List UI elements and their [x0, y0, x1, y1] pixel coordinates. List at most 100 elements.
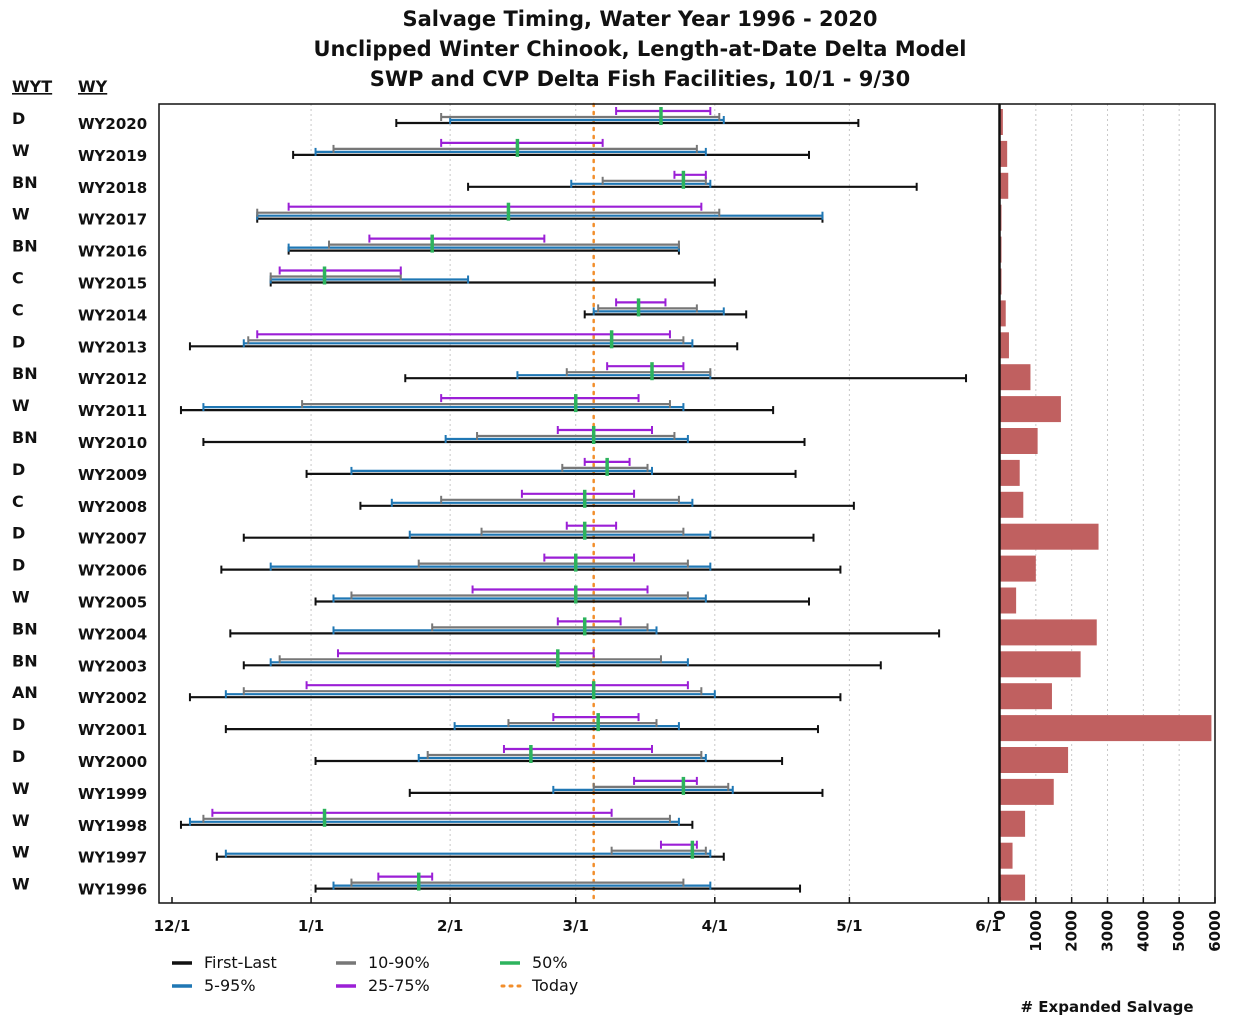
salvage-bar: [1000, 778, 1054, 805]
year-row-WY2003: [242, 649, 882, 670]
water-year-label: WY2001: [78, 721, 147, 739]
wy-column-header: WY: [78, 77, 108, 96]
salvage-bar: [1000, 459, 1020, 486]
salvage-bar: [1000, 842, 1013, 869]
water-year-label: WY2016: [78, 243, 147, 261]
water-year-label: WY2013: [78, 338, 147, 356]
salvage-tick-label: 0: [991, 910, 1009, 920]
water-year-label: WY2012: [78, 370, 147, 388]
salvage-bar: [1000, 874, 1026, 901]
salvage-tick-label: 3000: [1099, 910, 1117, 952]
date-tick-label: 4/1: [702, 917, 728, 935]
water-year-type-label: D: [12, 747, 25, 766]
legend-item-p25_75: 25-75%: [336, 976, 430, 995]
legend-item-first_last: First-Last: [172, 953, 277, 972]
date-tick-label: 5/1: [836, 917, 862, 935]
date-tick-label: 1/1: [298, 917, 324, 935]
salvage-bar: [1000, 109, 1003, 135]
legend-label: 5-95%: [204, 976, 256, 995]
water-year-type-label: W: [12, 588, 30, 607]
wyt-column-header: WYT: [12, 77, 52, 96]
salvage-bar: [1000, 300, 1006, 327]
date-tick-label: 12/1: [154, 917, 191, 935]
water-year-type-label: D: [12, 460, 25, 479]
salvage-bar: [1000, 523, 1099, 550]
water-year-type-label: W: [12, 811, 30, 830]
legend-item-p50: 50%: [500, 953, 568, 972]
water-year-label: WY2010: [78, 434, 147, 452]
salvage-bar: [1000, 172, 1009, 199]
water-year-label: WY2014: [78, 306, 147, 324]
salvage-bar: [1000, 555, 1036, 582]
water-year-type-label: W: [12, 205, 30, 224]
water-year-type-label: W: [12, 843, 30, 862]
water-year-type-label: C: [12, 492, 24, 511]
year-row-WY1996: [314, 872, 802, 893]
water-year-label: WY2005: [78, 594, 147, 612]
chart-title: Salvage Timing, Water Year 1996 - 2020 U…: [314, 7, 967, 91]
year-row-WY2009: [305, 457, 797, 478]
salvage-tick-label: 4000: [1134, 910, 1152, 952]
row-labels: D WY2020 W WY2019 BN WY2018 W WY2017 BN WY2016 C WY…: [12, 109, 147, 899]
water-year-type-label: D: [12, 715, 25, 734]
water-year-type-label: W: [12, 779, 30, 798]
title-line-1: Salvage Timing, Water Year 1996 - 2020: [403, 7, 878, 31]
legend-item-today: Today: [500, 976, 578, 995]
date-tick-label: 6/1: [975, 917, 1001, 935]
water-year-label: WY2000: [78, 753, 147, 771]
salvage-bar: [1000, 683, 1052, 710]
legend: First-Last 5-95% 10-90% 25-75% 50% Today: [172, 953, 578, 995]
water-year-label: WY2017: [78, 211, 147, 229]
water-year-label: WY1997: [78, 849, 147, 867]
year-row-WY2014: [583, 298, 748, 319]
water-year-type-label: BN: [12, 428, 38, 447]
salvage-axis-label: # Expanded Salvage: [1021, 998, 1194, 1016]
water-year-label: WY1996: [78, 881, 147, 899]
water-year-type-label: W: [12, 396, 30, 415]
water-year-label: WY2006: [78, 562, 147, 580]
year-row-WY2018: [467, 170, 918, 191]
water-year-label: WY2003: [78, 657, 147, 675]
salvage-bar: [1000, 619, 1097, 646]
legend-label: First-Last: [204, 953, 277, 972]
date-axis-ticks: 12/1 1/1 2/1 3/1 4/1 5/1 6/1: [154, 897, 1002, 935]
salvage-tick-label: 6000: [1206, 910, 1224, 952]
salvage-bar: [1000, 810, 1026, 837]
water-year-label: WY1999: [78, 785, 147, 803]
year-row-WY2016: [287, 234, 680, 255]
salvage-bar: [1000, 747, 1069, 773]
year-row-WY2011: [179, 394, 775, 415]
water-year-label: WY2011: [78, 402, 147, 420]
year-row-WY2001: [224, 713, 819, 734]
water-year-type-label: BN: [12, 173, 38, 192]
legend-label: 50%: [532, 953, 568, 972]
water-year-label: WY2008: [78, 498, 147, 516]
year-row-WY2002: [188, 681, 842, 702]
salvage-bar: [1000, 587, 1017, 614]
year-row-WY2019: [292, 138, 811, 159]
year-row-WY2005: [314, 585, 811, 606]
water-year-label: WY2019: [78, 147, 147, 165]
water-year-type-label: BN: [12, 364, 38, 383]
year-row-WY2006: [220, 553, 842, 574]
legend-label: 25-75%: [368, 976, 430, 995]
year-row-WY2008: [359, 489, 855, 510]
water-year-label: WY2002: [78, 689, 147, 707]
year-row-WY2013: [188, 330, 739, 351]
date-panel-border: [158, 103, 1000, 904]
salvage-bar: [1000, 715, 1212, 742]
water-year-type-label: BN: [12, 651, 38, 670]
title-line-3: SWP and CVP Delta Fish Facilities, 10/1 …: [370, 67, 910, 91]
salvage-bar: [1000, 332, 1009, 359]
water-year-type-label: C: [12, 300, 24, 319]
year-row-WY2015: [269, 266, 716, 287]
salvage-bar: [1000, 396, 1061, 423]
water-year-label: WY2020: [78, 115, 147, 133]
water-year-type-label: D: [12, 556, 25, 575]
water-year-label: WY1998: [78, 817, 147, 835]
water-year-type-label: D: [12, 524, 25, 543]
salvage-tick-label: 1000: [1027, 910, 1045, 952]
salvage-tick-label: 5000: [1170, 910, 1188, 952]
legend-label: Today: [531, 976, 578, 995]
